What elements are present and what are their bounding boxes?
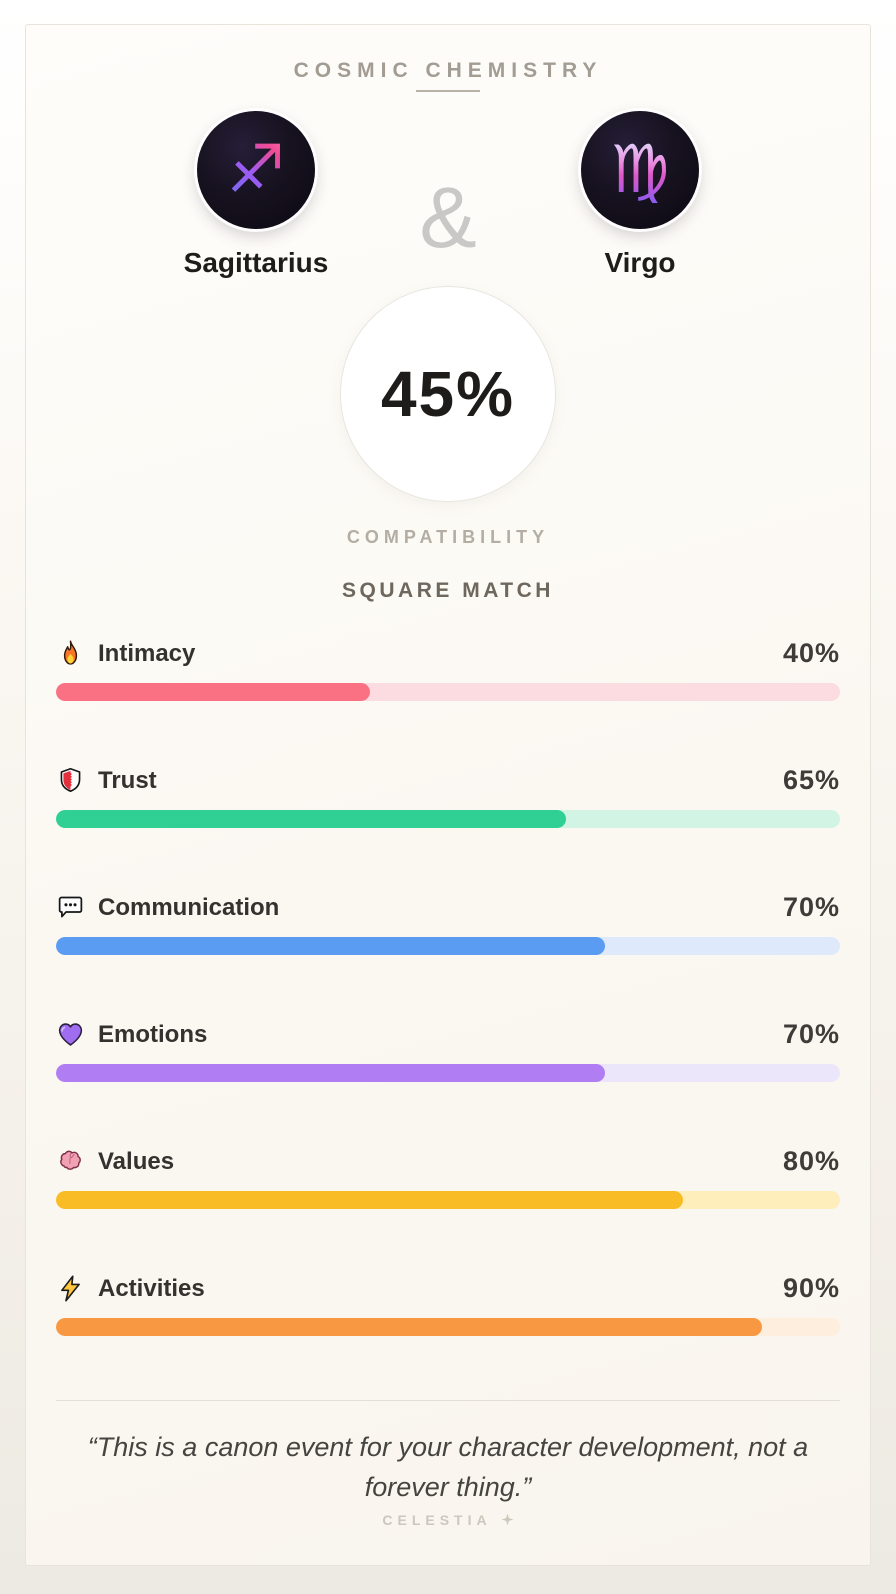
progress-track — [56, 1191, 840, 1209]
brand-name: CELESTIA — [382, 1511, 492, 1528]
stat-label: Emotions — [98, 1020, 208, 1048]
progress-track — [56, 1064, 840, 1082]
progress-track — [56, 810, 840, 828]
stat-label: Activities — [98, 1274, 205, 1302]
stat-row-emotions: Emotions 70% — [56, 1019, 840, 1082]
progress-track — [56, 683, 840, 701]
four-pointed-star-icon — [501, 1513, 514, 1526]
stat-percent: 90% — [782, 1273, 840, 1303]
stat-row-intimacy: Intimacy 40% — [56, 638, 840, 701]
score-circle: 45% — [340, 286, 556, 502]
virgo-avatar: ♍ — [581, 111, 699, 229]
sagittarius-icon: ♐ — [226, 131, 286, 208]
match-type-label: SQUARE MATCH — [342, 579, 554, 602]
ampersand-separator: & — [419, 170, 477, 266]
lightning-icon — [61, 1275, 80, 1302]
compatibility-label: COMPATIBILITY — [346, 527, 550, 547]
virgo-icon: ♍ — [610, 131, 670, 208]
title-underline — [416, 90, 480, 92]
speech-bubble-icon — [56, 893, 85, 922]
purple-heart-icon — [58, 1023, 83, 1046]
stat-label: Trust — [98, 766, 157, 794]
sign-left: ♐ Sagittarius — [106, 111, 406, 279]
sagittarius-avatar: ♐ — [197, 111, 315, 229]
progress-fill — [56, 1318, 762, 1336]
shield-icon — [56, 766, 85, 795]
stat-label: Values — [98, 1147, 175, 1175]
quote-text: “This is a canon event for your characte… — [87, 1432, 809, 1502]
sign-name-left: Sagittarius — [183, 247, 329, 278]
stat-row-trust: Trust 65% — [56, 765, 840, 828]
progress-fill — [56, 683, 370, 701]
signs-row: ♐ Sagittarius & ♍ Virgo — [56, 111, 840, 279]
stat-percent: 70% — [782, 892, 840, 922]
footer-brand-row: CELESTIA — [56, 1512, 840, 1528]
brain-icon — [60, 1150, 81, 1170]
sign-name-right: Virgo — [604, 247, 676, 278]
stat-label: Intimacy — [98, 639, 196, 667]
progress-fill — [56, 1191, 684, 1209]
progress-fill — [56, 810, 566, 828]
stat-row-activities: Activities 90% — [56, 1273, 840, 1336]
stat-percent: 80% — [782, 1146, 840, 1176]
progress-track — [56, 937, 840, 955]
flame-icon — [56, 639, 85, 668]
stats-list: Intimacy 40% Trust 65% Communication 7 — [56, 638, 840, 1336]
stat-percent: 70% — [782, 1019, 840, 1049]
page-title: COSMIC CHEMISTRY — [293, 59, 603, 82]
stat-percent: 65% — [782, 765, 840, 795]
progress-track — [56, 1318, 840, 1336]
sign-right: ♍ Virgo — [490, 111, 790, 279]
score-section: 45% — [56, 286, 840, 502]
stat-label: Communication — [98, 893, 280, 921]
stat-row-values: Values 80% — [56, 1146, 840, 1209]
compatibility-card: COSMIC CHEMISTRY ♐ Sagittarius & ♍ Virgo… — [25, 24, 871, 1566]
progress-fill — [56, 937, 605, 955]
stat-percent: 40% — [782, 638, 840, 668]
score-value: 45% — [380, 358, 516, 430]
divider — [56, 1400, 840, 1401]
stat-row-communication: Communication 70% — [56, 892, 840, 955]
progress-fill — [56, 1064, 605, 1082]
